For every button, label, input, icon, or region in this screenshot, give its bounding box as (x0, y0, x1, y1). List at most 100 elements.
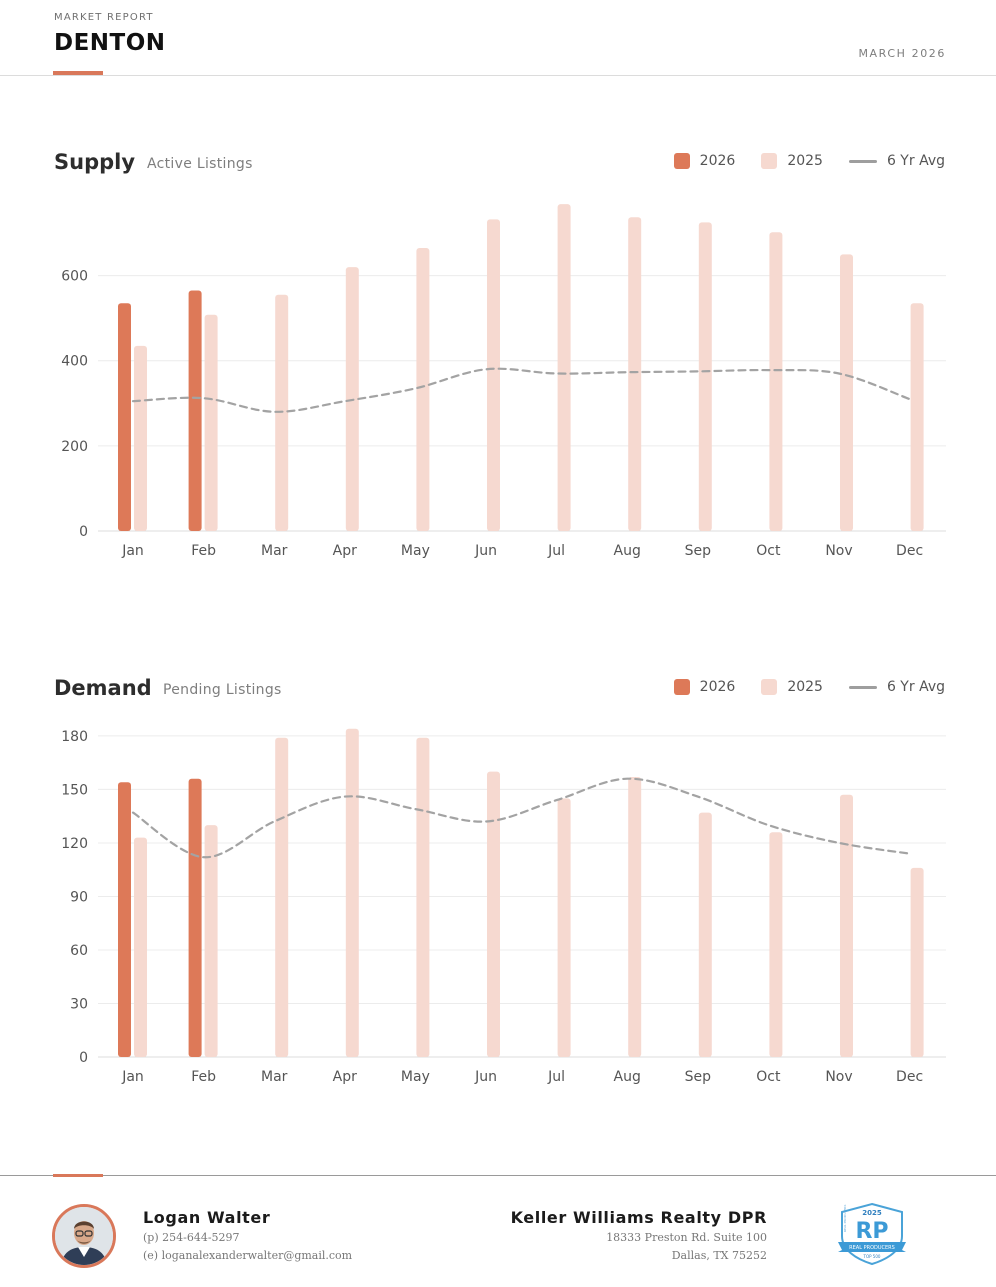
legend-label-prior: 2025 (787, 679, 823, 695)
y-tick-label: 120 (61, 836, 88, 852)
x-tick-label: Oct (756, 543, 781, 559)
legend-swatch-prior (761, 153, 778, 169)
y-tick-label: 30 (70, 996, 88, 1012)
agent-email: (e) loganalexanderwalter@gmail.com (143, 1249, 353, 1262)
bar-2025 (698, 222, 712, 531)
broker-address-line1: 18333 Preston Rd. Suite 100 (606, 1231, 767, 1244)
bar-2025 (840, 254, 853, 531)
x-tick-label: Dec (896, 543, 923, 559)
bar-2025 (487, 771, 500, 1057)
avg-line (131, 777, 911, 859)
x-tick-label: Feb (191, 1069, 216, 1085)
x-tick-label: Apr (333, 1069, 357, 1085)
supply-title: Supply (54, 150, 136, 174)
bar-2025 (487, 219, 500, 531)
svg-text:REAL PRODUCERS: REAL PRODUCERS (843, 1205, 847, 1232)
x-tick-label: Jan (121, 543, 144, 559)
legend-item-avg: 6 Yr Avg (848, 153, 945, 169)
x-tick-label: May (401, 543, 430, 559)
broker-name: Keller Williams Realty DPR (510, 1208, 767, 1227)
agent-phone: (p) 254-644-5297 (143, 1231, 240, 1244)
x-tick-label: Jul (547, 1069, 565, 1085)
legend-item-2025: 2025 (761, 679, 823, 695)
bar-2025 (134, 345, 147, 531)
demand-chart: 0 30 60 90 120 150 180 Jan Feb Mar Apr May Jun Jul Aug… (61, 728, 946, 1085)
supply-chart: 0 200 400 600 Jan Feb Mar Apr May Jun Jul Aug Sep Oct… (61, 204, 946, 559)
bar-2026 (118, 303, 131, 531)
agent-photo-icon (55, 1207, 113, 1265)
broker-address-line2: Dallas, TX 75252 (671, 1249, 767, 1262)
x-tick-label: Aug (614, 1069, 641, 1085)
svg-text:2025: 2025 (862, 1209, 882, 1217)
bar-2025 (416, 737, 430, 1057)
y-tick-label: 0 (79, 1050, 88, 1066)
legend-label-current: 2026 (699, 679, 736, 695)
supply-subtitle: Active Listings (147, 156, 253, 172)
x-tick-label: Jun (474, 543, 497, 559)
legend-label-avg: 6 Yr Avg (886, 679, 945, 695)
y-tick-label: 400 (61, 354, 88, 370)
report-city-title: DENTON (54, 30, 166, 56)
x-tick-label: Nov (825, 543, 852, 559)
x-tick-label: Dec (896, 1069, 923, 1085)
bar-2025 (345, 728, 359, 1057)
bar-2025 (910, 867, 924, 1057)
x-tick-label: Jun (474, 1069, 497, 1085)
demand-subtitle: Pending Listings (163, 682, 282, 698)
legend-swatch-current (673, 153, 690, 169)
x-tick-label: Jan (121, 1069, 144, 1085)
x-tick-label: Aug (614, 543, 641, 559)
svg-text:REAL PRODUCERS: REAL PRODUCERS (849, 1245, 895, 1251)
svg-text:TOP 500: TOP 500 (863, 1254, 881, 1259)
legend-item-2026: 2026 (673, 153, 736, 169)
bar-2025 (134, 837, 147, 1057)
bar-2025 (910, 303, 924, 531)
y-tick-label: 60 (70, 943, 88, 959)
report-header: MARKET REPORT DENTON MARCH 2026 (0, 0, 996, 76)
x-tick-label: Sep (685, 543, 712, 559)
bar-2025 (275, 737, 289, 1057)
bar-2025 (204, 825, 218, 1057)
bar-2025 (416, 247, 430, 531)
bar-2025 (557, 798, 571, 1057)
y-tick-label: 180 (61, 729, 88, 745)
legend-swatch-prior (761, 679, 778, 695)
x-tick-label: Sep (685, 1069, 712, 1085)
x-tick-label: Feb (191, 543, 216, 559)
bar-2025 (275, 294, 289, 531)
x-tick-label: Oct (756, 1069, 781, 1085)
x-tick-label: Apr (333, 543, 357, 559)
header-accent-bar (53, 71, 103, 75)
svg-text:RP: RP (855, 1219, 888, 1244)
x-tick-label: Mar (261, 1069, 288, 1085)
bar-2025 (628, 217, 642, 532)
legend-label-current: 2026 (699, 153, 736, 169)
report-eyebrow: MARKET REPORT (54, 12, 154, 23)
y-tick-label: 200 (61, 439, 88, 455)
y-tick-label: 150 (61, 782, 88, 798)
footer-accent-bar (53, 1174, 103, 1177)
legend-item-2025: 2025 (761, 153, 823, 169)
legend-swatch-avg (848, 685, 877, 689)
report-date: MARCH 2026 (858, 47, 946, 60)
legend-swatch-avg (848, 159, 877, 163)
real-producers-badge-logo: 2025 RP REAL PRODUCERS REAL PRODUCERS TO… (838, 1202, 906, 1266)
legend-label-avg: 6 Yr Avg (886, 153, 945, 169)
bar-2025 (769, 832, 783, 1057)
x-tick-label: Mar (261, 543, 288, 559)
footer: Logan Walter (p) 254-644-5297 (e) logana… (0, 1174, 996, 1287)
bar-2025 (557, 204, 571, 531)
demand-legend: 2026 2025 6 Yr Avg (648, 679, 945, 695)
y-tick-label: 600 (61, 269, 88, 285)
legend-item-2026: 2026 (673, 679, 736, 695)
bar-2025 (204, 314, 218, 531)
bar-2025 (840, 794, 853, 1057)
bar-2026 (188, 290, 202, 531)
x-tick-label: Jul (547, 543, 565, 559)
bar-2025 (769, 232, 783, 531)
supply-legend: 2026 2025 6 Yr Avg (648, 153, 945, 169)
y-tick-label: 90 (70, 889, 88, 905)
bar-2025 (628, 776, 642, 1057)
x-tick-label: May (401, 1069, 430, 1085)
y-tick-label: 0 (79, 524, 88, 540)
